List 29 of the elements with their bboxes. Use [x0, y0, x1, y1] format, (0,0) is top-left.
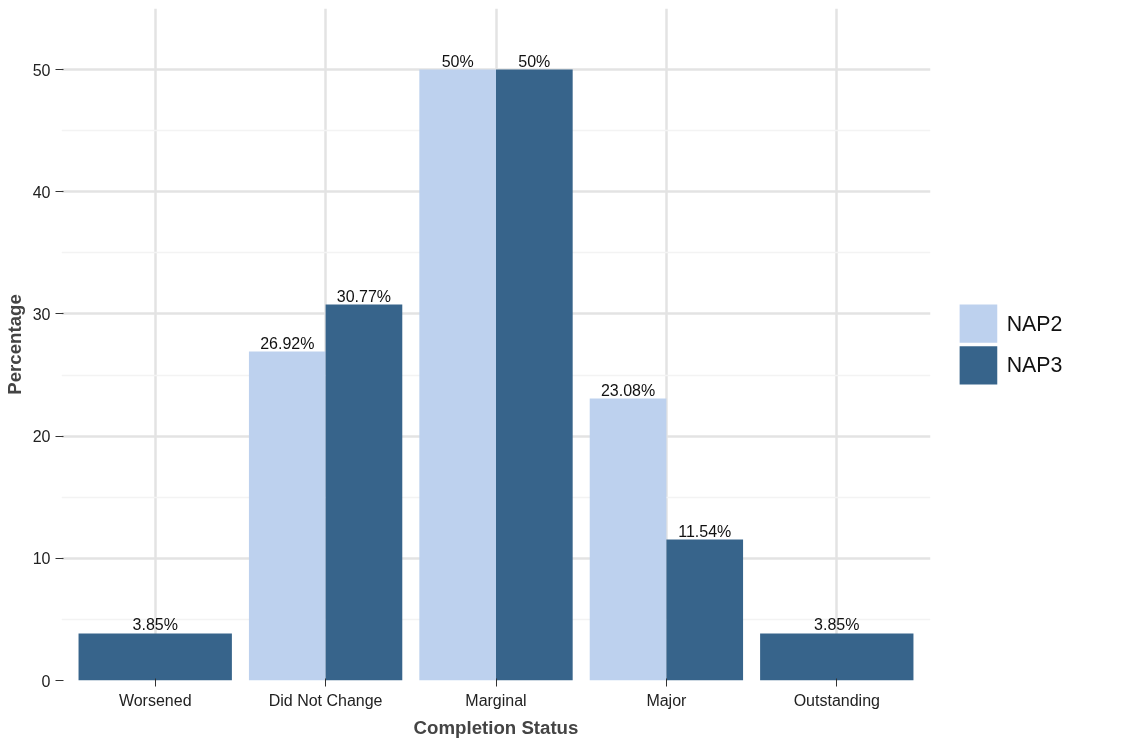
legend-label: NAP3	[1006, 353, 1063, 378]
y-tick-label: 0	[41, 672, 51, 690]
bar	[419, 69, 496, 681]
y-tick-label: 50	[32, 61, 51, 79]
data-label: 23.08%	[600, 381, 656, 399]
legend-label: NAP2	[1006, 311, 1063, 336]
x-tick-label: Worsened	[118, 691, 192, 709]
bar	[496, 69, 573, 681]
data-label: 3.85%	[132, 616, 178, 634]
bar	[666, 539, 744, 681]
x-tick-label: Marginal	[465, 691, 527, 709]
data-label: 26.92%	[260, 334, 315, 352]
y-tick-label: 30	[32, 305, 51, 323]
data-label: 50%	[518, 52, 551, 70]
x-tick-label: Outstanding	[793, 691, 880, 709]
bar	[325, 304, 403, 681]
data-label: 30.77%	[336, 287, 392, 305]
y-tick-label: 10	[32, 550, 51, 568]
x-tick-label: Did Not Change	[268, 691, 383, 709]
x-tick-label: Major	[646, 691, 688, 709]
data-label: 3.85%	[814, 616, 860, 634]
y-tick-label: 40	[32, 183, 51, 201]
y-tick-label: 20	[32, 428, 51, 446]
x-axis-title: Completion Status	[413, 716, 579, 738]
bar	[248, 351, 326, 681]
bar	[589, 398, 667, 681]
data-label: 50%	[441, 52, 474, 70]
y-axis-title: Percentage	[3, 294, 25, 395]
data-label: 11.54%	[678, 522, 732, 540]
